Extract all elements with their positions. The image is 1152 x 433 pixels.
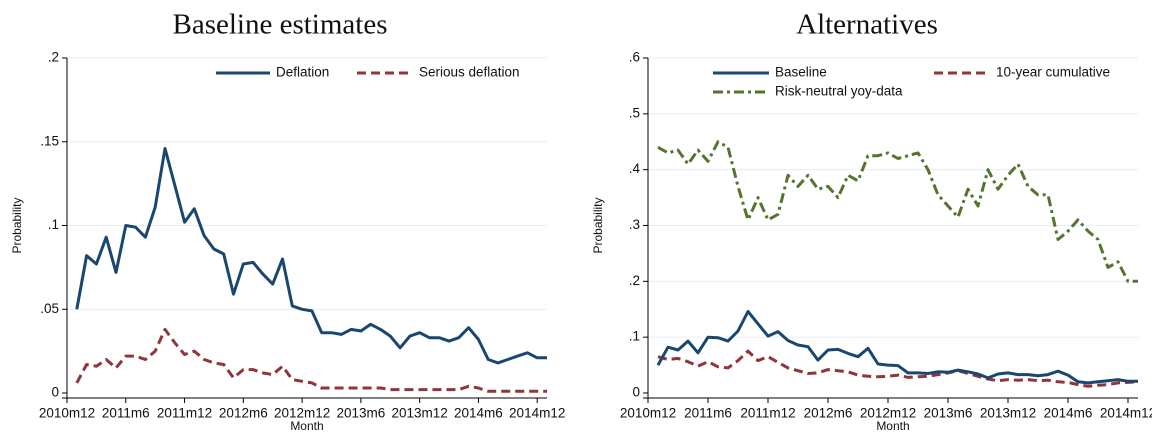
y-tick-label: .15 [40,133,59,148]
y-axis-label: Probability [591,197,605,253]
x-tick-label: 2011m12 [740,406,795,421]
x-tick-label: 2013m6 [924,406,973,421]
x-tick-label: 2012m6 [219,406,268,421]
y-tick-label: .05 [40,301,59,316]
y-tick-label: .2 [48,50,59,65]
chart-title: Baseline estimates [172,9,387,41]
chart-panel-2: Alternatives 0 .1 .2 .3 .4 .5 .6 2010m12 2011m6 20… [591,9,1152,433]
x-tick-label: 2012m12 [860,406,916,421]
x-tick-label: 2011m6 [684,406,732,421]
series-line-2 [657,349,1139,388]
x-tick-label: 2011m12 [157,406,212,421]
chart-panel-1: Baseline estimates 0 .05 .1 .15 .2 2010m12 2011… [10,9,565,433]
x-axis-label: Month [876,419,909,433]
legend-label-2: Serious deflation [419,65,520,80]
x-tick-label: 2014m12 [1100,406,1152,421]
y-axis-label: Probability [10,197,24,253]
legend-label-2: 10-year cumulative [996,65,1110,80]
x-tick-label: 2014m6 [1044,406,1093,421]
y-tick-label: .2 [629,273,640,288]
y-tick-label: .4 [629,161,641,176]
y-tick-label: .6 [629,50,640,65]
y-tick-label: .1 [48,217,59,232]
x-tick-label: 2014m6 [454,406,503,421]
legend-label-1: Deflation [276,65,329,80]
x-tick-label: 2013m12 [392,406,448,421]
series-line-3 [657,140,1138,283]
x-tick-label: 2013m6 [336,406,385,421]
y-tick-label: .3 [629,217,640,232]
chart-title: Alternatives [796,9,938,41]
y-tick-label: .1 [629,329,640,344]
series-line-1 [656,310,1138,385]
x-tick-label: 2011m6 [102,406,150,421]
series-line-2 [75,327,547,393]
series-line-1 [75,147,547,365]
x-tick-label: 2014m12 [509,406,565,421]
y-tick-label: 0 [632,385,640,400]
x-tick-label: 2010m12 [620,406,676,421]
y-tick-label: .5 [629,105,640,120]
legend-label-1: Baseline [775,65,827,80]
x-axis-label: Month [290,419,323,433]
x-tick-label: 2012m6 [804,406,853,421]
x-tick-label: 2010m12 [39,406,95,421]
legend-label-3: Risk-neutral yoy-data [775,84,903,99]
x-tick-label: 2012m12 [274,406,330,421]
y-tick-label: 0 [51,385,59,400]
x-tick-label: 2013m12 [980,406,1036,421]
